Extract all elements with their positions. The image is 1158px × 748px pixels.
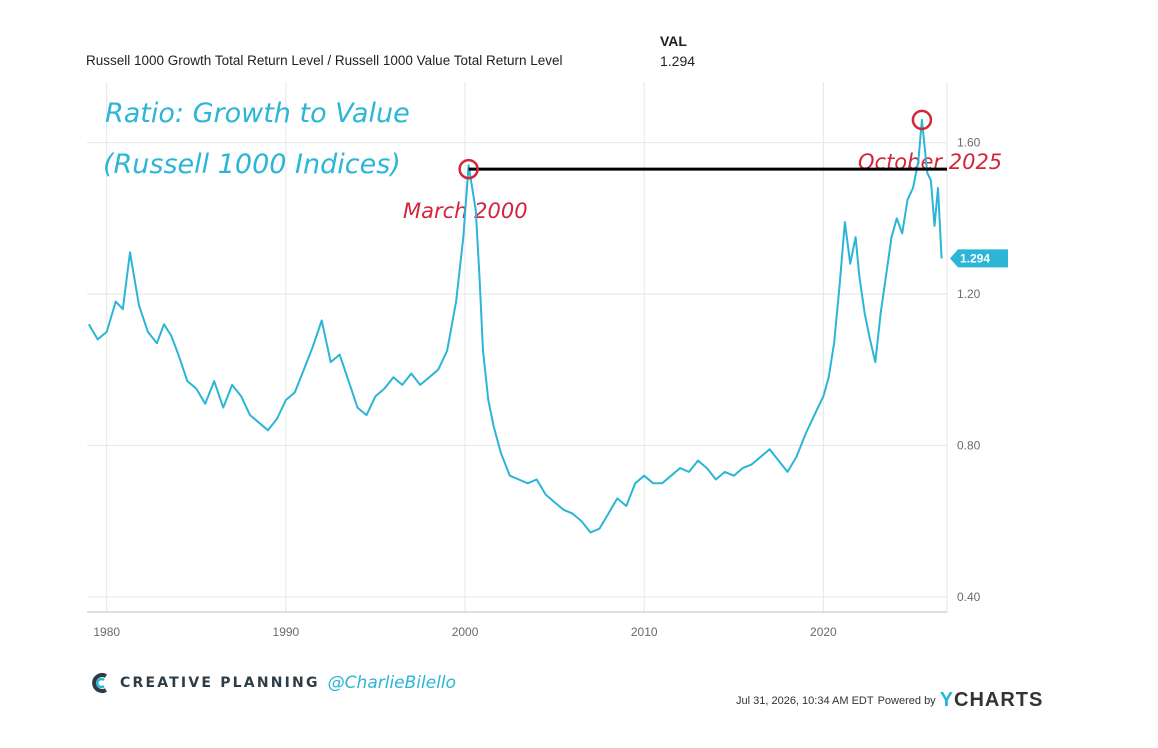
brand-handle[interactable]: @CharlieBilello: [327, 673, 457, 693]
title-annotation-line2: (Russell 1000 Indices): [103, 149, 401, 180]
x-tick-label: 1990: [273, 625, 300, 639]
last-value-label: 1.294: [960, 251, 990, 265]
x-tick-label: 2000: [452, 625, 479, 639]
x-tick-label: 2010: [631, 625, 658, 639]
x-tick-labels: 1980 1990 2000 2010 2020: [93, 625, 837, 639]
y-tick-label: 1.60: [957, 136, 981, 150]
ycharts-logo-rest: CHARTS: [954, 689, 1044, 711]
peak-markers: [458, 109, 933, 180]
legend-series-label: Russell 1000 Growth Total Return Level /…: [86, 53, 563, 68]
legend-value: 1.294: [660, 53, 696, 69]
footer: Jul 31, 2026, 10:34 AM EDT Powered by YC…: [736, 689, 1043, 712]
footer-date: Jul 31, 2026, 10:34 AM EDT: [736, 694, 874, 707]
ycharts-logo[interactable]: YCHARTS: [939, 689, 1044, 711]
legend-header: VAL: [660, 33, 687, 49]
y-tick-label: 0.80: [957, 438, 981, 452]
ratio-chart: Ratio: Growth to Value (Russell 1000 Ind…: [87, 82, 1008, 639]
peak-marker-1: [911, 109, 933, 131]
brand: CREATIVE PLANNING @CharlieBilello: [90, 672, 456, 694]
creative-planning-logo-icon: [92, 673, 107, 693]
y-tick-label: 1.20: [957, 287, 981, 301]
brand-name: CREATIVE PLANNING: [120, 675, 320, 691]
chart-grid: [87, 82, 948, 612]
y-tick-label: 0.40: [957, 590, 981, 604]
y-tick-labels: 0.40 0.80 1.20 1.60: [957, 136, 981, 604]
footer-powered-by: Powered by: [877, 694, 936, 707]
last-value-badge: 1.294: [950, 249, 1008, 268]
title-annotation-line1: Ratio: Growth to Value: [105, 98, 410, 129]
x-tick-label: 2020: [810, 625, 837, 639]
peak-marker-0: [458, 158, 479, 180]
last-value-badge-background: [950, 249, 1008, 268]
series-line: [87, 118, 943, 534]
x-tick-label: 1980: [93, 625, 120, 639]
